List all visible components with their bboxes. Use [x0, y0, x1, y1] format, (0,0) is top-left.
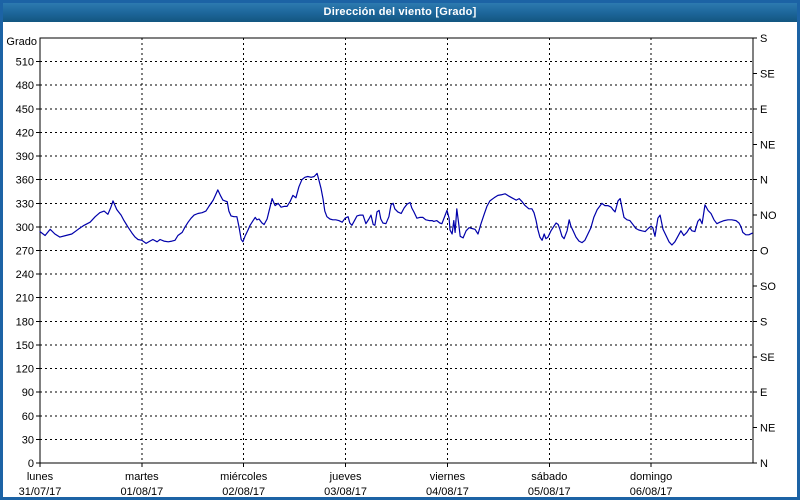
compass-axis-label: NE	[760, 139, 775, 151]
compass-axis-label: NO	[760, 210, 777, 222]
x-axis-date-label: 05/08/17	[528, 486, 571, 497]
y-axis-tick-label: 390	[16, 151, 34, 163]
x-axis-date-label: 01/08/17	[120, 486, 163, 497]
x-axis-day-label: domingo	[630, 471, 672, 483]
y-axis-tick-label: 450	[16, 104, 34, 116]
y-axis-tick-label: 30	[22, 434, 34, 446]
compass-axis-label: SO	[760, 281, 776, 293]
y-axis-tick-label: 300	[16, 222, 34, 234]
compass-axis-label: O	[760, 246, 769, 258]
y-axis-tick-label: 180	[16, 316, 34, 328]
wind-direction-line	[39, 172, 753, 246]
wind-direction-chart: 0 30 60 90 120 150 180 210 240 270 300 330 360 390 420…	[6, 33, 777, 497]
x-axis-day-label: sábado	[531, 471, 567, 483]
y-axis-tick-label: 150	[16, 340, 34, 352]
y-axis-tick-label: 270	[16, 246, 34, 258]
y-axis-title: Grado	[6, 36, 37, 48]
y-axis-tick-label: 420	[16, 127, 34, 139]
compass-axis-label: E	[760, 104, 767, 116]
y-axis-tick-label: 360	[16, 175, 34, 187]
x-axis-day-label: jueves	[329, 471, 362, 483]
y-axis-tick-label: 330	[16, 198, 34, 210]
compass-axis-label: SE	[760, 68, 775, 80]
x-axis-date-label: 31/07/17	[19, 486, 62, 497]
x-axis-date-label: 02/08/17	[222, 486, 265, 497]
x-axis-date-label: 03/08/17	[324, 486, 367, 497]
y-axis-tick-label: 210	[16, 293, 34, 305]
x-axis-date-label: 04/08/17	[426, 486, 469, 497]
y-axis-tick-label: 90	[22, 387, 34, 399]
y-axis-tick-label: 240	[16, 269, 34, 281]
y-axis-tick-label: 60	[22, 411, 34, 423]
compass-axis-label: N	[760, 458, 768, 470]
x-axis-date-label: 06/08/17	[630, 486, 673, 497]
y-axis-tick-label: 480	[16, 80, 34, 92]
chart-area: 0 30 60 90 120 150 180 210 240 270 300 330 360 390 420…	[3, 22, 797, 497]
y-axis-tick-label: 510	[16, 57, 34, 69]
x-axis-day-label: lunes	[27, 471, 54, 483]
compass-axis-label: NE	[760, 423, 775, 435]
y-axis-tick-label: 120	[16, 364, 34, 376]
y-axis-tick-label: 0	[28, 458, 34, 470]
x-axis-day-label: miércoles	[220, 471, 268, 483]
compass-axis-label: E	[760, 387, 767, 399]
compass-axis-label: SE	[760, 352, 775, 364]
compass-axis-label: N	[760, 175, 768, 187]
x-axis-day-label: viernes	[430, 471, 466, 483]
chart-title: Dirección del viento [Grado]	[3, 3, 797, 22]
compass-axis-label: S	[760, 33, 767, 45]
x-axis-day-label: martes	[125, 471, 159, 483]
compass-axis-label: S	[760, 316, 767, 328]
